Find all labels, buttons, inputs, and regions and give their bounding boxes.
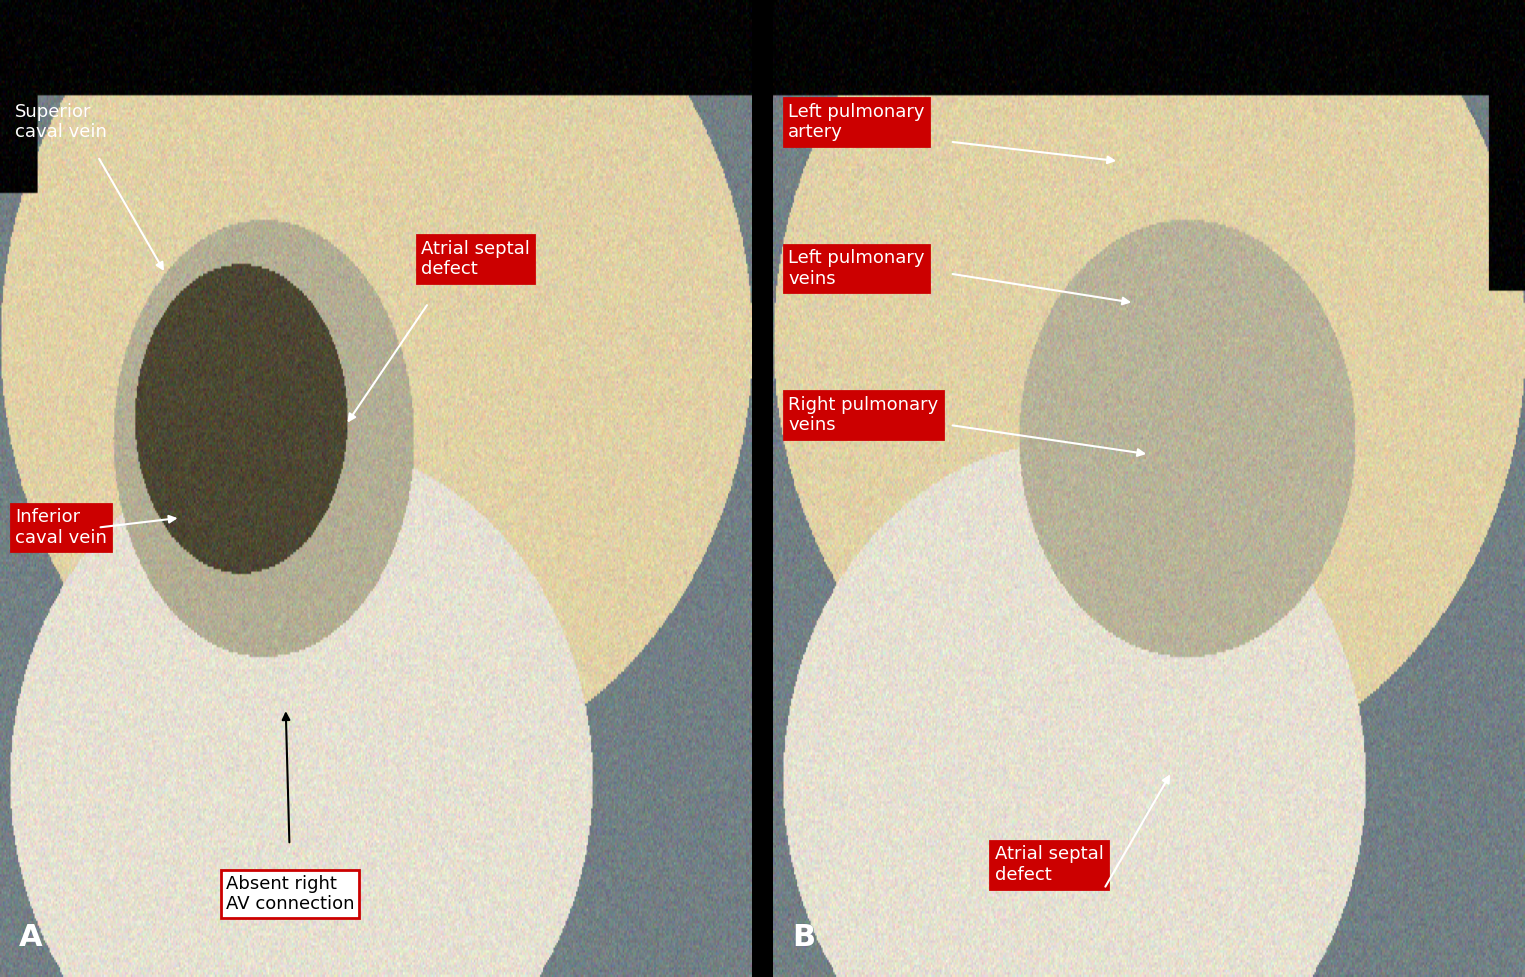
Text: A: A — [18, 923, 43, 953]
Text: B: B — [791, 923, 814, 953]
Text: Left pulmonary
veins: Left pulmonary veins — [788, 249, 924, 288]
Text: Superior
caval vein: Superior caval vein — [15, 103, 107, 142]
Text: Right pulmonary
veins: Right pulmonary veins — [788, 396, 938, 435]
Text: Atrial septal
defect: Atrial septal defect — [421, 239, 529, 278]
Text: Atrial septal
defect: Atrial septal defect — [994, 845, 1104, 884]
Text: Left pulmonary
artery: Left pulmonary artery — [788, 103, 924, 142]
Text: Absent right
AV connection: Absent right AV connection — [226, 874, 354, 913]
Text: Inferior
caval vein: Inferior caval vein — [15, 508, 107, 547]
